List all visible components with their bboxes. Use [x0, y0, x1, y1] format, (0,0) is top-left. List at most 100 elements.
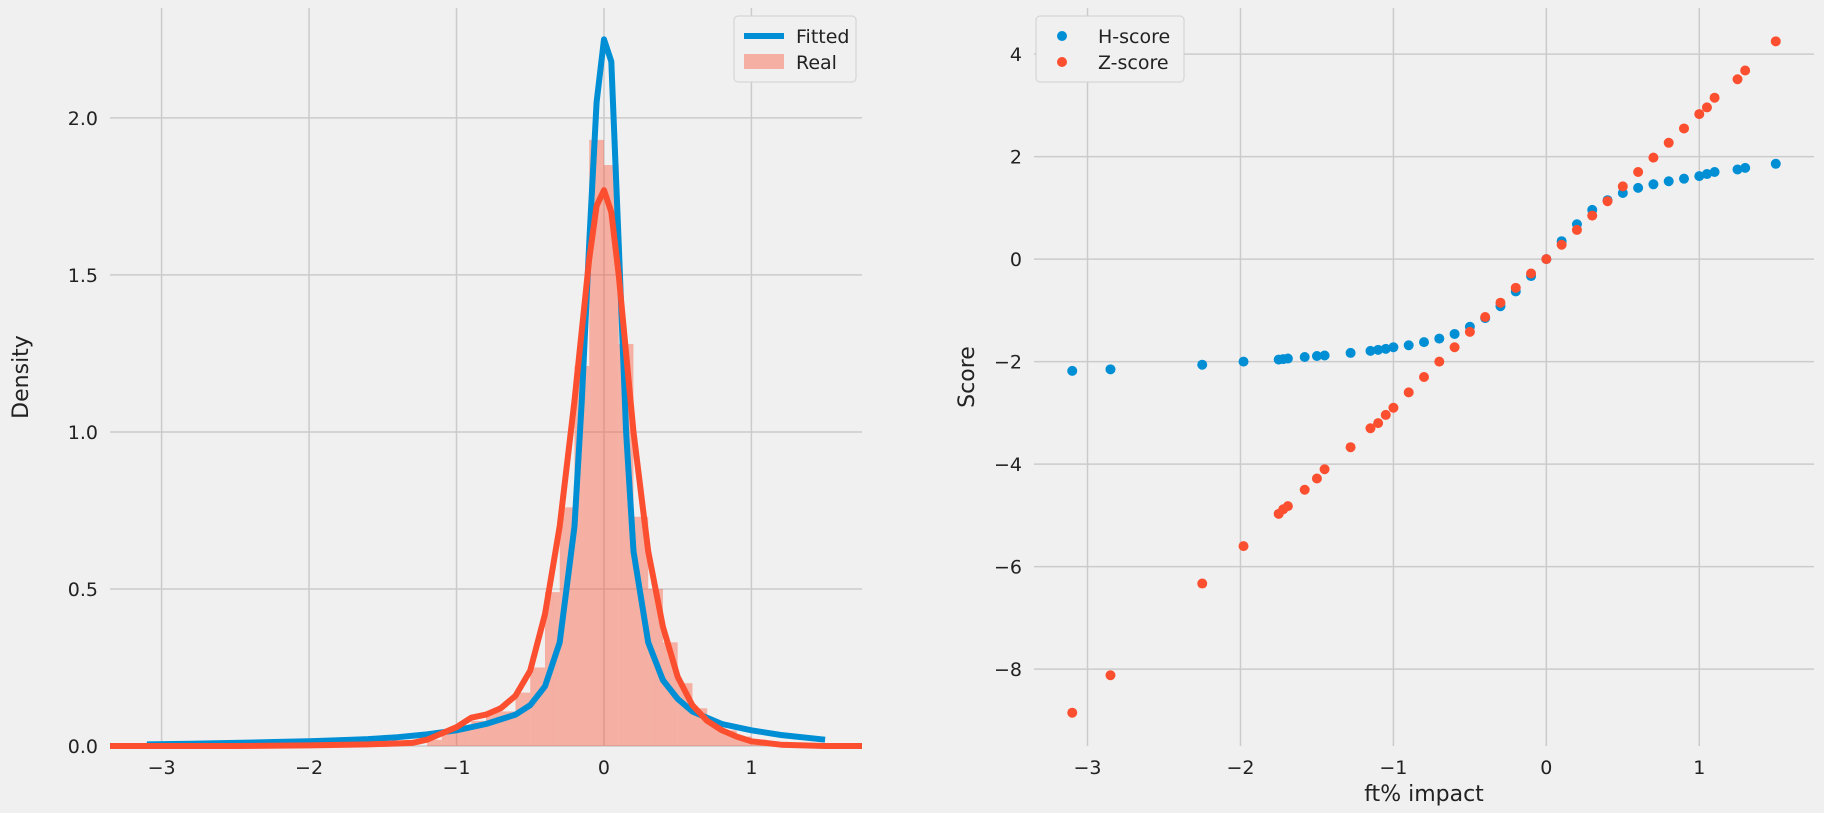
z-score-point	[1464, 326, 1475, 337]
y-tick-label: 1.5	[68, 265, 98, 287]
legend-frame	[1035, 15, 1185, 83]
z-score-point	[1419, 372, 1429, 382]
z-score-point	[1365, 423, 1376, 434]
x-axis-label: ft% impact	[1364, 782, 1484, 807]
z-score-point	[1299, 484, 1310, 495]
h-score-point	[1282, 353, 1293, 364]
h-score-point	[1319, 350, 1330, 361]
z-score-point	[1526, 268, 1537, 279]
y-tick-label: 2	[1010, 147, 1022, 169]
legend-point-marker	[1057, 31, 1067, 41]
z-score-point	[1740, 65, 1751, 76]
z-score-point	[1541, 254, 1552, 265]
h-score-point	[1403, 340, 1414, 351]
h-score-point	[1648, 179, 1659, 190]
x-tick-label: −3	[148, 757, 176, 779]
x-tick-label: 0	[1540, 757, 1552, 779]
z-score-point	[1510, 282, 1521, 293]
y-tick-label: −6	[994, 557, 1022, 579]
legend-point-marker	[1057, 57, 1067, 67]
h-score-point	[1434, 333, 1445, 344]
histogram-bar	[456, 730, 472, 746]
z-score-point	[1311, 473, 1322, 484]
z-score-point	[1197, 578, 1208, 589]
z-score-point	[1617, 181, 1628, 192]
chart-panel-2: −3 −2 −1 0 1 −8 −6 −4 −2 0 2 4 ft% impact Score H-scor…	[955, 8, 1814, 807]
h-score-point	[1238, 356, 1249, 367]
z-score-point	[1434, 356, 1445, 367]
h-score-point	[1311, 350, 1322, 361]
legend: H-score Z-score	[1035, 15, 1185, 83]
h-score-point	[1663, 176, 1674, 187]
x-tick-label: 1	[1693, 757, 1705, 779]
x-tick-label: 1	[745, 757, 757, 779]
y-tick-label: −2	[994, 352, 1022, 374]
y-axis-label: Score	[955, 346, 980, 408]
legend-frame	[733, 15, 857, 83]
z-score-point	[1587, 210, 1598, 221]
h-score-point	[1709, 167, 1720, 177]
y-axis-label: Density	[9, 335, 34, 419]
z-score-point	[1556, 239, 1567, 250]
z-score-point	[1679, 123, 1689, 134]
x-tick-label: −2	[1226, 757, 1254, 779]
z-score-point	[1732, 74, 1743, 85]
z-score-point	[1388, 402, 1399, 413]
z-score-point	[1345, 442, 1356, 453]
legend-label: H-score	[1098, 26, 1170, 48]
h-score-point	[1770, 158, 1781, 169]
h-score-point	[1299, 352, 1310, 363]
z-score-point	[1105, 670, 1116, 681]
real-density-line	[110, 187, 862, 749]
z-score-point	[1495, 297, 1506, 308]
x-tick-label: −1	[1379, 757, 1407, 779]
h-score-point	[1679, 173, 1689, 184]
z-score-point	[1709, 92, 1720, 103]
y-tick-label: 1.0	[68, 422, 98, 444]
y-tick-label: 2.0	[68, 108, 98, 130]
h-score-point	[1105, 364, 1116, 375]
legend: Fitted Real	[733, 15, 857, 83]
histogram-bar	[603, 165, 619, 747]
legend-label: Fitted	[796, 26, 849, 48]
z-score-point	[1067, 707, 1078, 718]
x-tick-label: −2	[295, 757, 323, 779]
h-score-point	[1633, 182, 1644, 193]
histogram-bar	[427, 739, 442, 746]
chart-panel-1: −3 −2 −1 0 1 0.0 0.5 1.0 1.5 2.0 Density Fitted Real	[9, 8, 862, 779]
y-tick-label: −8	[994, 659, 1022, 681]
legend-label: Real	[796, 52, 837, 74]
h-score-point	[1067, 365, 1078, 376]
z-score-point	[1648, 152, 1659, 163]
x-tick-label: −3	[1074, 757, 1102, 779]
fitted-density-line	[146, 36, 826, 748]
h-score-point	[1365, 345, 1376, 356]
z-score-point	[1380, 409, 1391, 420]
z-score-point	[1602, 196, 1613, 207]
legend-patch-marker	[744, 54, 784, 69]
y-tick-label: 0	[1010, 249, 1022, 271]
h-score-point	[1388, 342, 1399, 353]
z-score-point	[1403, 387, 1414, 398]
h-score-point	[1197, 359, 1208, 370]
z-score-point	[1571, 224, 1582, 235]
h-score-point	[1740, 162, 1751, 173]
z-score-point	[1282, 501, 1293, 512]
z-score-point	[1319, 464, 1330, 475]
h-score-point	[1701, 169, 1712, 180]
histogram-bar	[589, 139, 604, 746]
z-score-point	[1633, 167, 1644, 177]
histogram-bar	[515, 692, 531, 746]
x-tick-label: −1	[443, 757, 471, 779]
h-score-point	[1449, 328, 1460, 339]
h-score-point	[1373, 344, 1384, 355]
z-score-point	[1694, 109, 1705, 120]
z-score-point	[1701, 102, 1712, 113]
h-score-point	[1419, 337, 1429, 348]
z-score-point	[1663, 137, 1674, 148]
y-tick-label: 4	[1010, 44, 1022, 66]
z-score-point	[1770, 36, 1781, 47]
h-score-point	[1732, 164, 1743, 175]
